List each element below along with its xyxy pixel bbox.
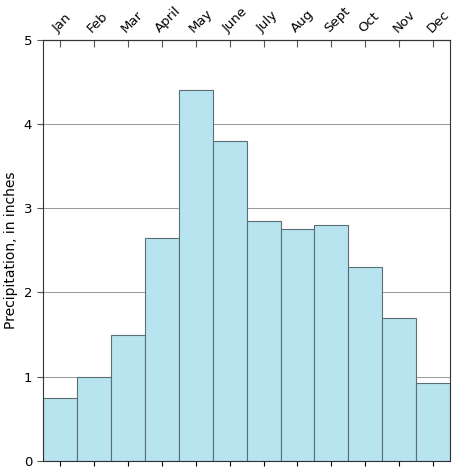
Bar — [349, 267, 382, 461]
Bar — [213, 141, 246, 461]
Bar — [382, 318, 416, 461]
Bar — [145, 238, 179, 461]
Bar — [280, 229, 315, 461]
Y-axis label: Precipitation, in inches: Precipitation, in inches — [4, 172, 18, 329]
Bar — [315, 225, 349, 461]
Bar — [416, 384, 450, 461]
Bar — [110, 334, 145, 461]
Bar — [179, 90, 213, 461]
Bar — [246, 221, 280, 461]
Bar — [76, 377, 110, 461]
Bar — [43, 398, 76, 461]
